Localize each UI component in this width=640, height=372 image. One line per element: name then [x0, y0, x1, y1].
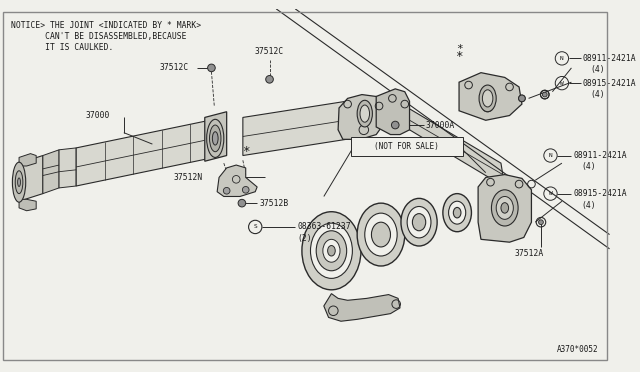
Polygon shape — [243, 100, 353, 155]
Text: S: S — [253, 224, 257, 230]
Text: 37512C: 37512C — [160, 63, 189, 73]
Ellipse shape — [18, 178, 20, 186]
Ellipse shape — [407, 206, 431, 238]
Text: *: * — [456, 44, 463, 54]
Ellipse shape — [357, 100, 372, 127]
Ellipse shape — [328, 246, 335, 256]
Ellipse shape — [310, 223, 353, 278]
Polygon shape — [404, 106, 505, 187]
Text: 08363-61237: 08363-61237 — [297, 222, 351, 231]
Polygon shape — [459, 73, 522, 120]
Ellipse shape — [365, 213, 397, 256]
Text: 37512A: 37512A — [515, 249, 543, 258]
Ellipse shape — [15, 171, 23, 193]
Polygon shape — [19, 155, 43, 201]
Ellipse shape — [12, 162, 26, 202]
Polygon shape — [43, 150, 59, 193]
Circle shape — [266, 76, 273, 83]
Text: 08911-2421A: 08911-2421A — [583, 54, 637, 63]
Text: 37000: 37000 — [86, 111, 110, 120]
Text: CAN'T BE DISASSEMBLED,BECAUSE: CAN'T BE DISASSEMBLED,BECAUSE — [12, 32, 187, 41]
Text: N: N — [560, 56, 564, 61]
Circle shape — [518, 95, 525, 102]
Ellipse shape — [371, 222, 390, 247]
Ellipse shape — [496, 196, 513, 219]
Text: IT IS CAULKED.: IT IS CAULKED. — [12, 44, 114, 52]
Polygon shape — [376, 89, 410, 135]
Polygon shape — [205, 112, 227, 161]
Text: 08915-2421A: 08915-2421A — [573, 189, 627, 198]
Text: (4): (4) — [591, 65, 605, 74]
Text: (NOT FOR SALE): (NOT FOR SALE) — [374, 142, 439, 151]
Polygon shape — [76, 120, 209, 186]
Circle shape — [243, 186, 249, 193]
Ellipse shape — [483, 90, 493, 107]
Polygon shape — [324, 294, 400, 321]
Text: 37512C: 37512C — [255, 48, 284, 57]
Text: 37512N: 37512N — [173, 173, 203, 182]
Ellipse shape — [412, 214, 426, 231]
Polygon shape — [59, 148, 76, 188]
Ellipse shape — [449, 201, 466, 224]
Text: 37512B: 37512B — [259, 199, 288, 208]
Text: *: * — [455, 50, 463, 63]
Circle shape — [392, 121, 399, 129]
Polygon shape — [478, 174, 531, 242]
Circle shape — [539, 220, 543, 225]
Ellipse shape — [316, 231, 347, 271]
Ellipse shape — [357, 203, 404, 266]
Ellipse shape — [302, 212, 361, 290]
Ellipse shape — [212, 132, 218, 145]
Text: (2): (2) — [297, 234, 312, 243]
Ellipse shape — [492, 190, 518, 226]
Polygon shape — [217, 165, 257, 196]
Text: 08915-2421A: 08915-2421A — [583, 78, 637, 88]
Ellipse shape — [453, 208, 461, 218]
Text: A370*0052: A370*0052 — [557, 345, 598, 354]
Circle shape — [238, 199, 246, 207]
Ellipse shape — [501, 203, 509, 213]
Text: (4): (4) — [581, 201, 596, 209]
Ellipse shape — [479, 85, 496, 112]
Polygon shape — [338, 94, 387, 140]
Circle shape — [542, 92, 547, 97]
Ellipse shape — [360, 105, 369, 122]
Polygon shape — [19, 154, 36, 166]
Ellipse shape — [209, 125, 221, 152]
Text: W: W — [548, 191, 552, 196]
Ellipse shape — [443, 193, 472, 232]
Text: N: N — [548, 153, 552, 158]
Circle shape — [223, 187, 230, 194]
Text: 37000A: 37000A — [426, 121, 455, 129]
Circle shape — [207, 64, 215, 72]
Polygon shape — [19, 199, 36, 211]
Ellipse shape — [401, 198, 437, 246]
Text: (4): (4) — [581, 163, 596, 171]
Circle shape — [518, 95, 525, 102]
Text: NOTICE> THE JOINT <INDICATED BY * MARK>: NOTICE> THE JOINT <INDICATED BY * MARK> — [12, 20, 202, 29]
Text: *: * — [242, 145, 250, 158]
Text: W: W — [560, 81, 564, 86]
Ellipse shape — [207, 119, 224, 157]
Ellipse shape — [323, 239, 340, 262]
FancyBboxPatch shape — [351, 137, 463, 157]
Text: 08911-2421A: 08911-2421A — [573, 151, 627, 160]
Text: (4): (4) — [591, 90, 605, 99]
